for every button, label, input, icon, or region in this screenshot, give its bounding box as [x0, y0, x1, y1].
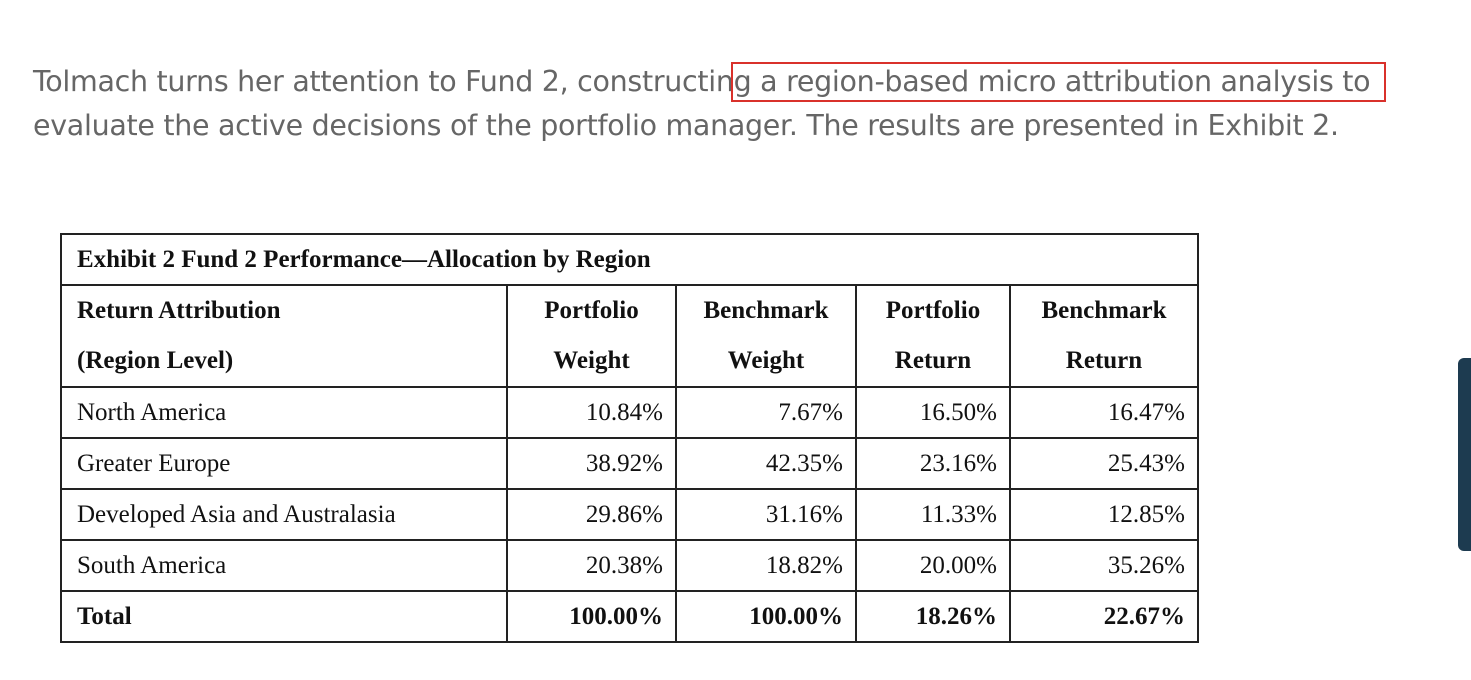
header-line: Benchmark: [703, 297, 829, 324]
value-cell: 20.00%: [855, 539, 1011, 592]
header-row: Return Attribution (Region Level) Portfoli…: [60, 284, 1199, 388]
region-cell: North America: [60, 386, 508, 439]
table-row: South America 20.38% 18.82% 20.00% 35.26%: [60, 539, 1199, 592]
value-cell: 16.50%: [855, 386, 1011, 439]
header-cell: Portfolio Return: [855, 284, 1011, 388]
highlight-box: [731, 62, 1386, 102]
region-cell: Greater Europe: [60, 437, 508, 490]
region-cell: Developed Asia and Australasia: [60, 488, 508, 541]
value-cell: 31.16%: [675, 488, 857, 541]
value-cell: 7.67%: [675, 386, 857, 439]
header-line: Return Attribution: [77, 297, 281, 324]
header-line: Weight: [727, 347, 805, 374]
table-row: Total 100.00% 100.00% 18.26% 22.67%: [60, 590, 1199, 643]
table-row: Developed Asia and Australasia 29.86% 31.1…: [60, 488, 1199, 541]
region-cell: Total: [60, 590, 508, 643]
exhibit-table: Exhibit 2 Fund 2 Performance—Allocation …: [60, 233, 1199, 643]
header-cell: Portfolio Weight: [506, 284, 677, 388]
value-cell: 100.00%: [675, 590, 857, 643]
header-cell: Benchmark Weight: [675, 284, 857, 388]
paragraph: Tolmach turns her attention to Fund 2, c…: [33, 60, 1371, 148]
header-line: Benchmark: [1041, 297, 1167, 324]
value-cell: 22.67%: [1009, 590, 1199, 643]
value-cell: 25.43%: [1009, 437, 1199, 490]
value-cell: 35.26%: [1009, 539, 1199, 592]
value-cell: 100.00%: [506, 590, 677, 643]
value-cell: 16.47%: [1009, 386, 1199, 439]
value-cell: 29.86%: [506, 488, 677, 541]
value-cell: 20.38%: [506, 539, 677, 592]
value-cell: 42.35%: [675, 437, 857, 490]
table-title: Exhibit 2 Fund 2 Performance—Allocation …: [60, 233, 1199, 286]
header-line: Portfolio: [544, 297, 639, 324]
value-cell: 18.82%: [675, 539, 857, 592]
value-cell: 38.92%: [506, 437, 677, 490]
value-cell: 18.26%: [855, 590, 1011, 643]
header-cell: Benchmark Return: [1009, 284, 1199, 388]
paragraph-line: Tolmach turns her attention to Fund 2, c…: [33, 65, 1371, 98]
value-cell: 10.84%: [506, 386, 677, 439]
table-row: North America 10.84% 7.67% 16.50% 16.47%: [60, 386, 1199, 439]
value-cell: 11.33%: [855, 488, 1011, 541]
side-tab[interactable]: [1458, 358, 1471, 551]
header-line: Weight: [553, 347, 630, 374]
header-cell: Return Attribution (Region Level): [60, 284, 508, 388]
header-line: Return: [894, 347, 972, 374]
table-row: Greater Europe 38.92% 42.35% 23.16% 25.43%: [60, 437, 1199, 490]
paragraph-line: evaluate the active decisions of the por…: [33, 109, 1339, 142]
header-line: (Region Level): [77, 347, 234, 374]
header-line: Return: [1065, 347, 1143, 374]
value-cell: 12.85%: [1009, 488, 1199, 541]
region-cell: South America: [60, 539, 508, 592]
value-cell: 23.16%: [855, 437, 1011, 490]
header-line: Portfolio: [885, 297, 981, 324]
